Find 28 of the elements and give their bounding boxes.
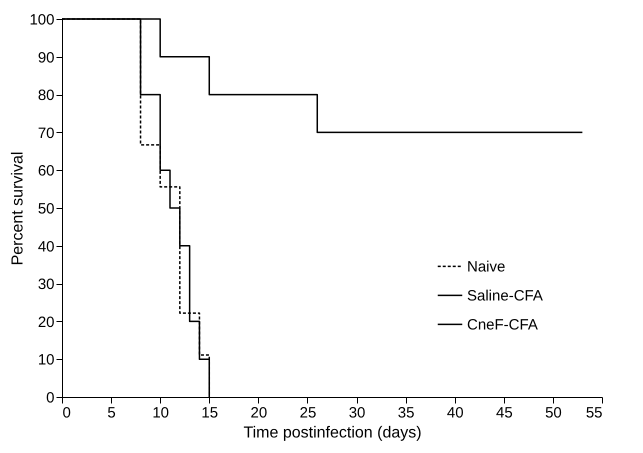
y-tick-label: 10	[38, 352, 54, 369]
legend-label: Naive	[467, 258, 506, 276]
y-tick-label: 30	[38, 276, 54, 294]
y-tick-label: 70	[38, 124, 54, 142]
x-tick-label: 25	[300, 404, 316, 422]
legend-label: CneF-CFA	[467, 316, 538, 334]
y-tick-label: 80	[38, 87, 54, 104]
legend-label: Saline-CFA	[467, 287, 543, 304]
y-tick-label: 60	[38, 162, 54, 180]
x-tick-label: 20	[250, 404, 268, 422]
x-tick-label: 50	[545, 404, 562, 422]
y-tick-label: 40	[38, 238, 54, 256]
y-tick-label: 20	[38, 314, 54, 331]
x-axis-title: Time postinfection (days)	[243, 424, 422, 442]
y-tick-label: 0	[46, 390, 54, 406]
x-tick-label: 0	[62, 404, 71, 422]
x-tick-label: 40	[446, 404, 464, 422]
x-tick-label: 30	[348, 404, 366, 422]
x-tick-label: 35	[398, 404, 414, 422]
x-tick-label: 15	[201, 404, 218, 422]
y-axis-title: Percent survival	[9, 152, 26, 266]
y-tick-label: 50	[38, 200, 54, 218]
y-tick-label: 90	[38, 49, 54, 66]
y-tick-label: 100	[29, 12, 54, 28]
x-tick-label: 55	[586, 404, 602, 422]
x-tick-label: 10	[152, 404, 170, 422]
x-tick-label: 45	[496, 404, 513, 422]
x-tick-label: 5	[107, 404, 116, 422]
